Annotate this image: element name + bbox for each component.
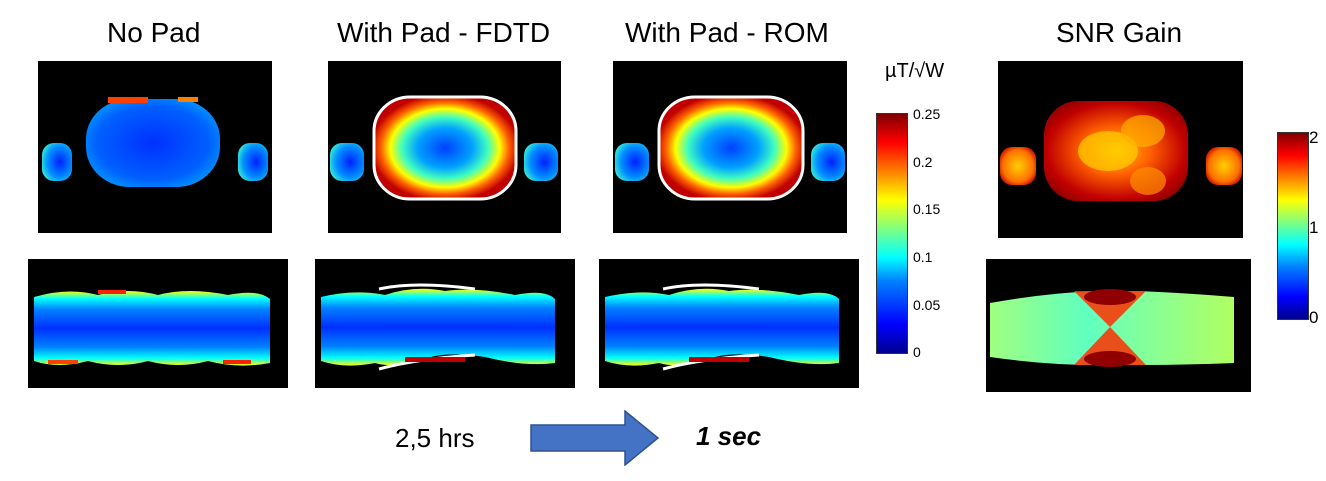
title-no-pad: No Pad [107, 17, 201, 48]
map-with-pad-fdtd-axial [328, 61, 561, 233]
colorbar-b1-tick: 0 [913, 344, 921, 360]
colorbar-b1-tick: 0.2 [913, 154, 933, 170]
colorbar-unit-label: µT/√W [885, 60, 945, 82]
colorbar-snr-tick: 0 [1309, 308, 1319, 327]
map-no-pad-sagittal [28, 259, 288, 388]
time-before-label: 2,5 hrs [395, 423, 475, 453]
arrow-right-icon [530, 410, 660, 466]
colorbar-b1-tick: 0.15 [913, 201, 941, 217]
map-snr-gain-axial [998, 61, 1243, 238]
map-with-pad-rom-sagittal [599, 259, 859, 388]
title-snr-gain: SNR Gain [1056, 17, 1183, 48]
colorbar-b1-tick: 0.05 [913, 297, 941, 313]
colorbar-snr [1277, 132, 1309, 320]
map-with-pad-fdtd-sagittal [315, 259, 575, 388]
map-snr-gain-sagittal [986, 259, 1251, 392]
title-with-pad-fdtd: With Pad - FDTD [337, 17, 551, 48]
colorbar-snr-tick: 1 [1309, 218, 1319, 237]
map-no-pad-axial [38, 61, 272, 233]
colorbar-snr-tick: 2 [1309, 128, 1319, 147]
time-after-label: 1 sec [696, 421, 762, 451]
colorbar-b1 [876, 113, 908, 354]
colorbar-b1-tick: 0.1 [913, 249, 933, 265]
map-with-pad-rom-axial [613, 61, 847, 233]
title-with-pad-rom: With Pad - ROM [625, 17, 829, 48]
colorbar-b1-tick: 0.25 [913, 106, 941, 122]
